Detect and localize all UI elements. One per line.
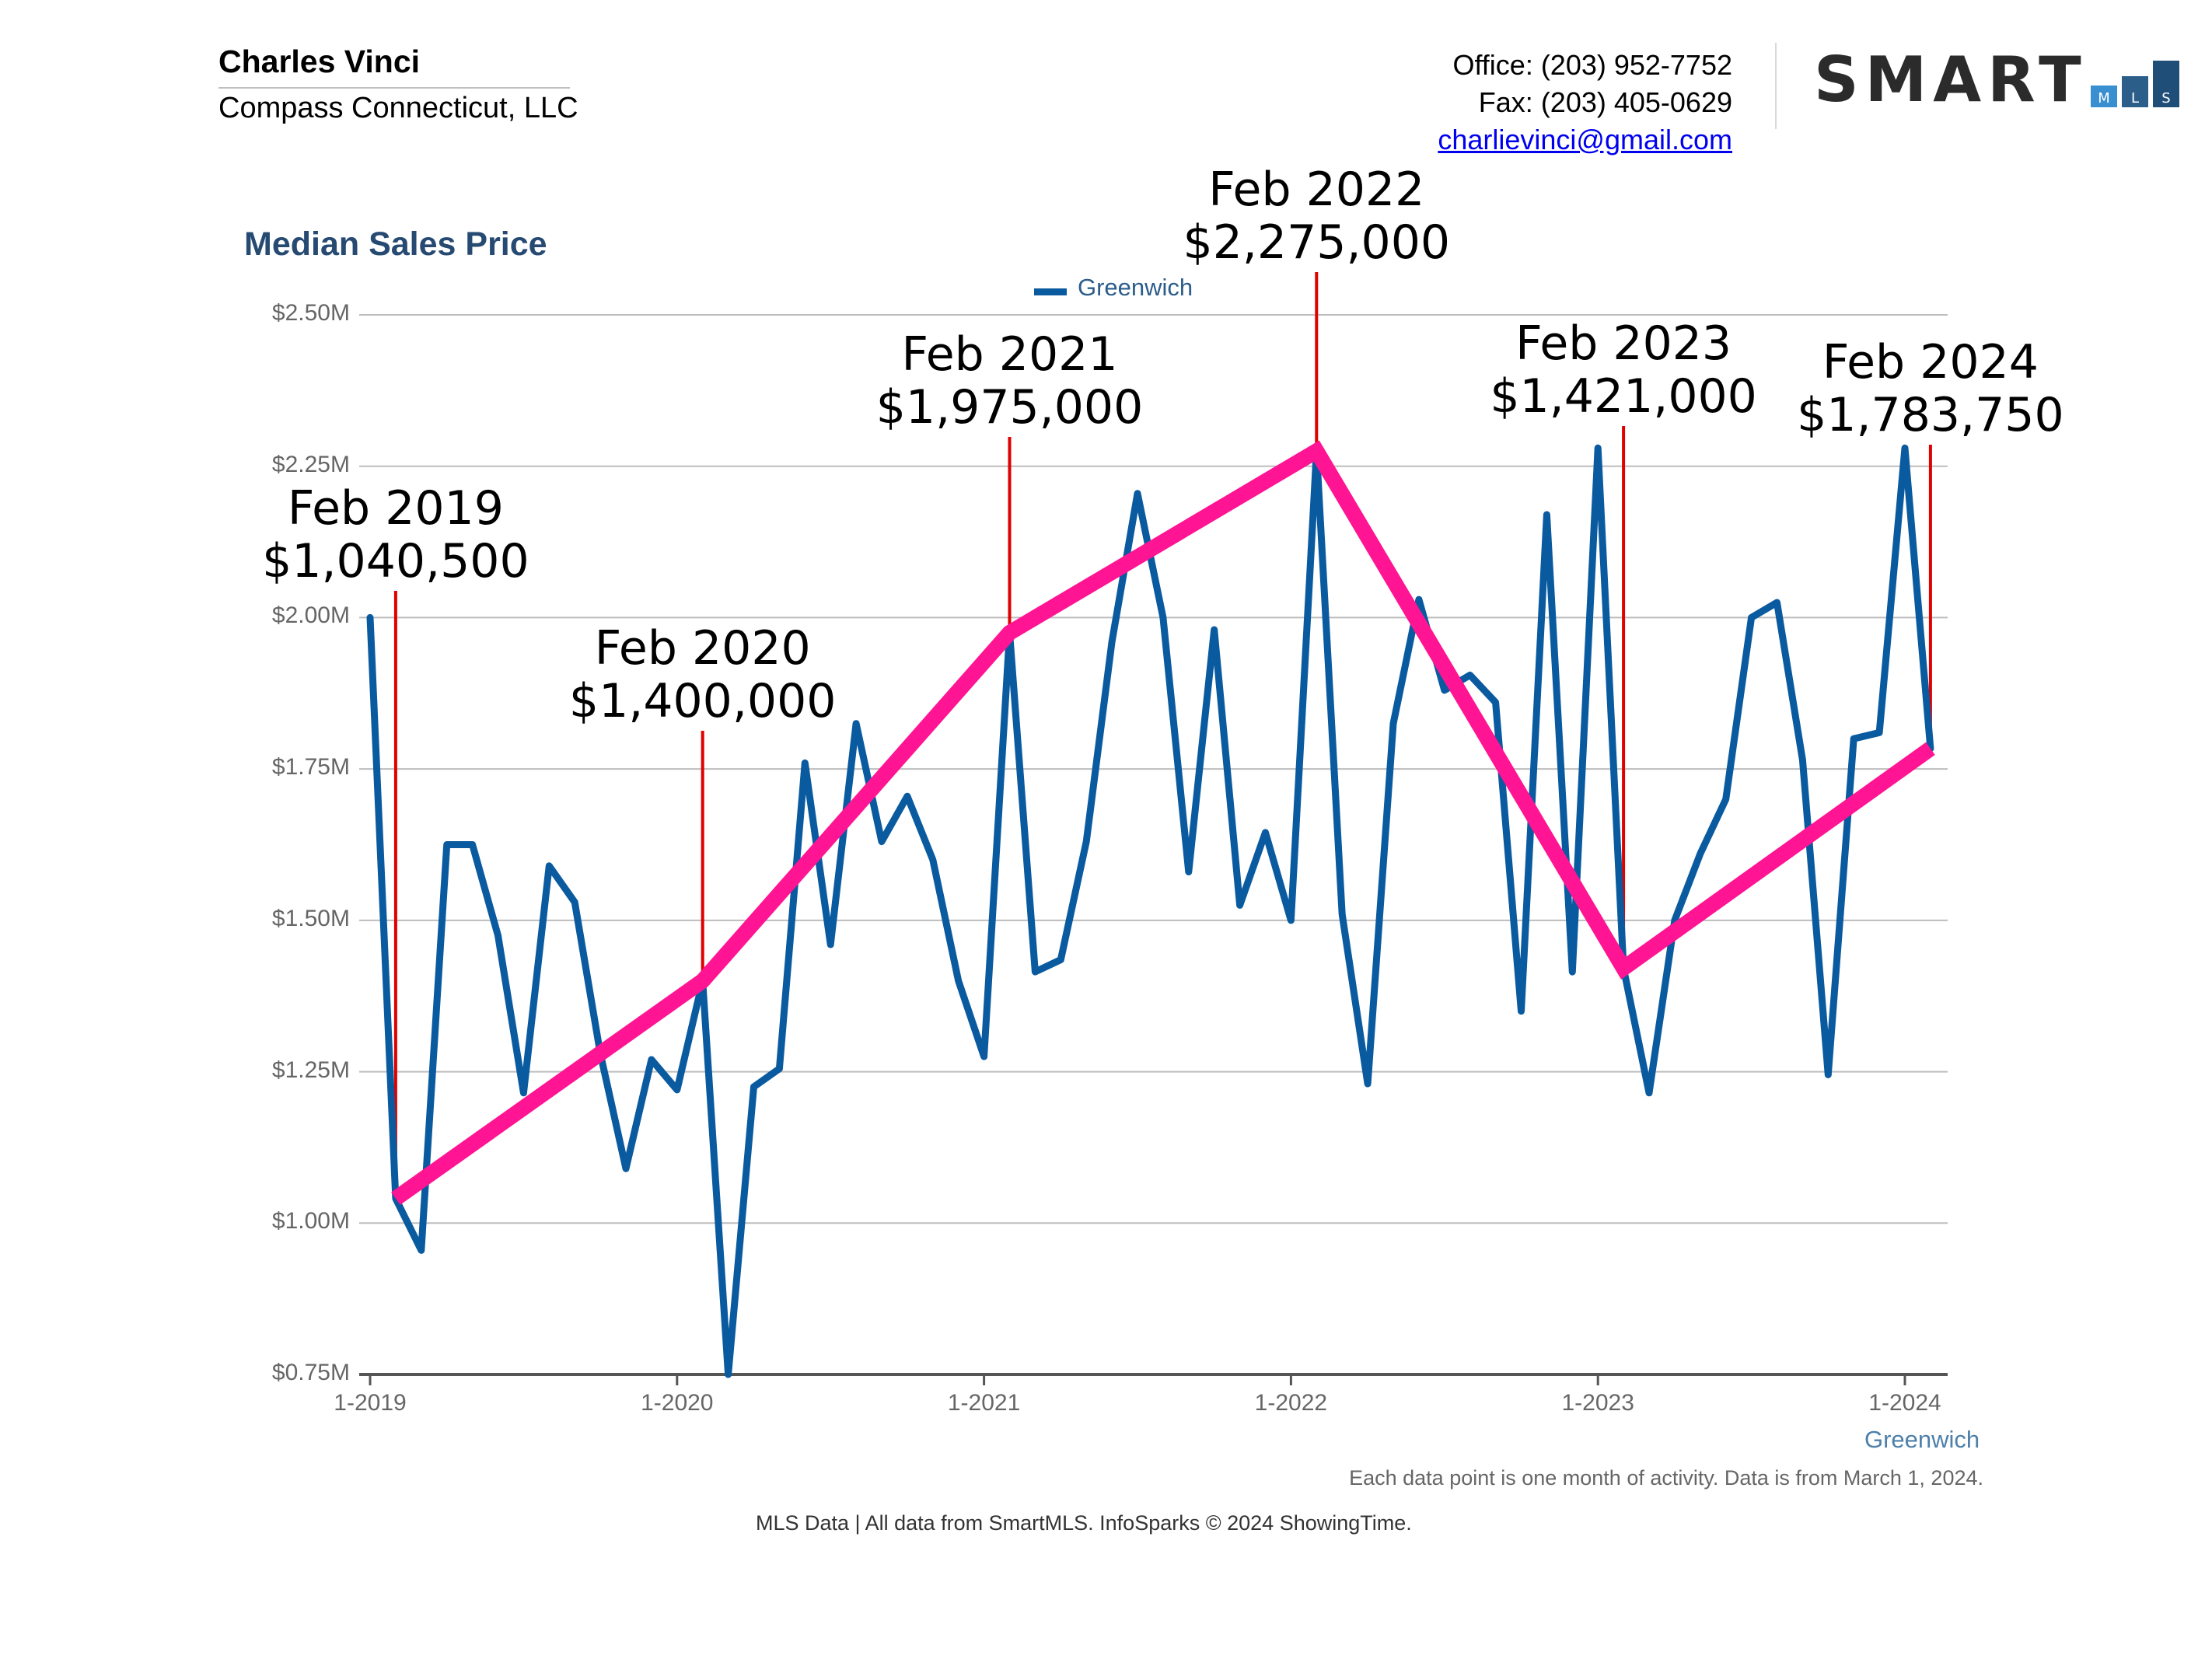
annotation-value: $1,421,000 [1490,369,1757,424]
annotation-date: Feb 2022 [1208,162,1425,217]
annotation-value: $1,783,750 [1797,388,2064,442]
annotation-value: $2,275,000 [1183,215,1451,270]
annotation-value: $1,975,000 [875,380,1144,435]
email-link[interactable]: charlievinci@gmail.com [1438,124,1732,155]
annotation-date: Feb 2019 [287,481,504,536]
logo-block-m [2091,86,2118,107]
x-tick-label: 1-2022 [1254,1390,1328,1416]
annotation-date: Feb 2020 [594,621,811,676]
source-line: MLS Data | All data from SmartMLS. InfoS… [756,1511,1412,1535]
header-vertical-divider [1775,43,1777,129]
legend-swatch [1034,288,1067,296]
legend: Greenwich [1034,274,1193,302]
logo-text: SMART [1814,44,2088,116]
grid-lines [359,314,1948,1224]
logo-block-l [2122,76,2149,107]
annotation-value: $1,400,000 [568,674,837,728]
y-tick-label: $1.75M [271,754,350,781]
annotation-callout: Feb 2020 $1,400,000 [540,622,866,728]
x-tick-label: 1-2020 [641,1390,714,1416]
y-tick-label: $1.50M [271,905,350,931]
contact-block: Office: (203) 952-7752 Fax: (203) 405-06… [1438,47,1732,159]
series-layer [366,440,1935,1378]
logo-block-s [2153,61,2180,107]
chart-title: Median Sales Price [244,225,547,263]
y-tick-label: $2.00M [271,602,350,629]
annotation-callout: Feb 2024 $1,783,750 [1767,336,2094,442]
annotation-stems [393,272,1932,1199]
x-axis-label: Greenwich [1864,1426,1980,1453]
x-tick-label: 1-2019 [334,1390,407,1416]
header-divider [218,87,570,89]
annotation-date: Feb 2023 [1515,316,1732,371]
annotation-callout: Feb 2023 $1,421,000 [1460,317,1787,423]
annotation-callout: Feb 2022 $2,275,000 [1153,163,1480,269]
y-tick-label: $1.25M [271,1057,350,1083]
logo-block-s-label: S [2161,90,2170,107]
y-tick-label: $1.00M [271,1208,350,1235]
agent-name: Charles Vinci [218,44,421,79]
y-tick-label: $2.50M [271,300,350,326]
y-tick-label: $2.25M [271,451,350,477]
mls-blocks-icon: M L S [2091,61,2180,107]
agent-company: Compass Connecticut, LLC [218,92,578,124]
annotation-date: Feb 2024 [1822,335,2039,389]
x-axis [359,1373,1948,1385]
smart-mls-logo: SMART M L S [1814,44,2192,116]
annotation-callout: Feb 2021 $1,975,000 [847,328,1173,434]
logo-block-l-label: L [2131,90,2139,107]
fax-number: Fax: (203) 405-0629 [1478,86,1732,118]
annotation-callout: Feb 2019 $1,040,500 [232,482,559,588]
x-tick-label: 1-2021 [947,1390,1021,1416]
office-phone: Office: (203) 952-7752 [1452,49,1732,81]
annotation-date: Feb 2021 [901,327,1118,382]
data-note: Each data point is one month of activity… [1349,1466,1983,1490]
y-tick-label: $0.75M [271,1360,350,1385]
x-tick-label: 1-2023 [1561,1390,1634,1416]
logo-block-m-label: M [2098,90,2110,107]
x-tick-label: 1-2024 [1868,1390,1941,1416]
legend-label: Greenwich [1078,274,1193,301]
annotation-value: $1,040,500 [262,534,529,589]
series-line-february-trend [391,440,1935,1205]
